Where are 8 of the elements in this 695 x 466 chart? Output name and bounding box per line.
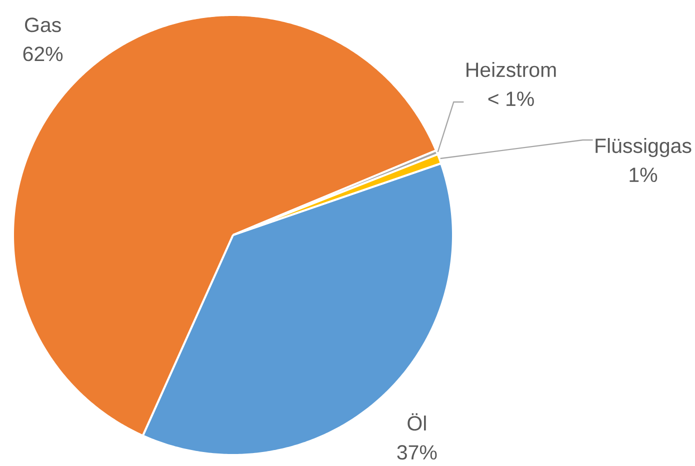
slice-label: Flüssiggas [596, 138, 692, 158]
data-label: 1% [630, 168, 658, 182]
slice-label: Öl [408, 413, 426, 431]
slice-label: Gas [25, 18, 61, 32]
slice-label: Heizstrom [466, 62, 556, 78]
data-label: < 1% [488, 92, 534, 106]
data-label: 37% [397, 445, 437, 460]
data-label: 62% [23, 46, 63, 62]
